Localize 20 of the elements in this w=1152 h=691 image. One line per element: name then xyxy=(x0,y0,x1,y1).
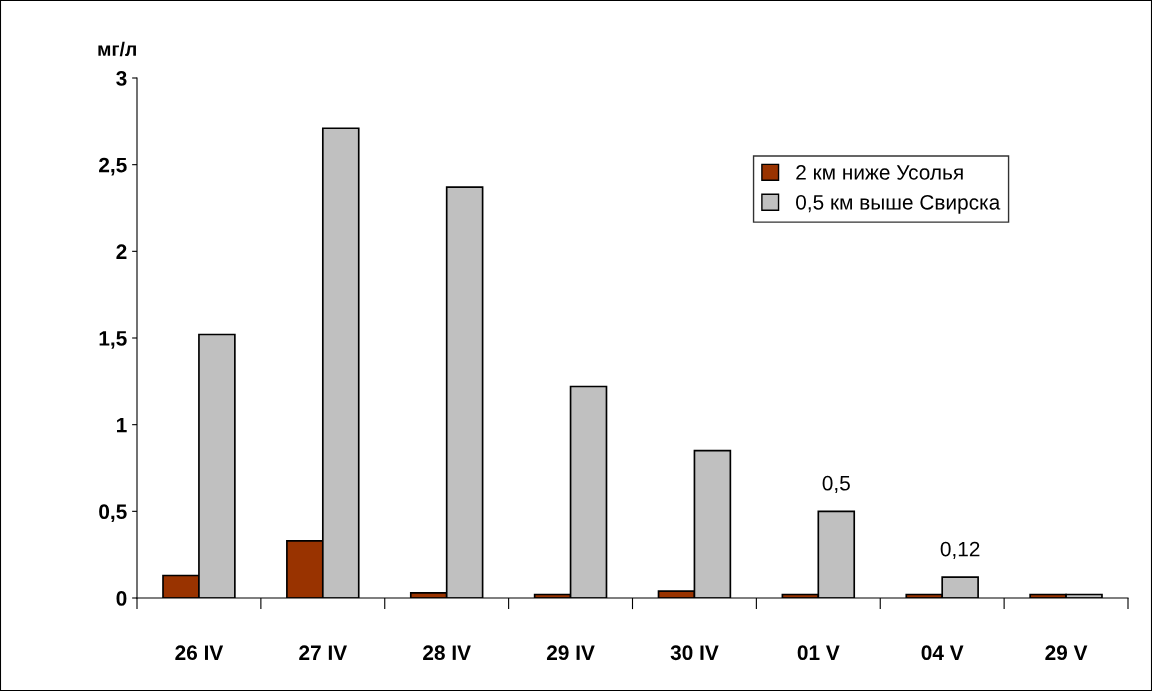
y-tick-label: 3 xyxy=(116,71,127,86)
x-tick-label: 04 V xyxy=(921,645,964,661)
y-tick-label: 1 xyxy=(117,417,127,433)
legend-label: 2 км ниже Усолья xyxy=(796,165,963,180)
x-tick-label: 29 IV xyxy=(546,645,595,661)
data-label: 0,5 xyxy=(822,475,850,494)
x-tick-label: 29 V xyxy=(1045,645,1088,661)
x-tick-label: 27 IV xyxy=(299,645,347,660)
y-tick-label: 0 xyxy=(116,591,127,606)
x-tick-label: 28 IV xyxy=(423,645,471,661)
y-tick-label: 0,5 xyxy=(99,504,127,523)
y-tick-label: 2,5 xyxy=(99,157,127,176)
x-tick-label: 30 IV xyxy=(670,645,719,661)
legend-label: 0,5 км выше Свирска xyxy=(796,194,1001,214)
data-label: 0,12 xyxy=(940,541,980,559)
x-tick-label: 26 IV xyxy=(175,645,224,661)
y-tick-label: 1,5 xyxy=(99,331,127,349)
y-tick-label: 2 xyxy=(116,244,127,259)
y-axis-title: мг/л xyxy=(98,41,136,57)
x-tick-label: 01 V xyxy=(797,645,840,661)
